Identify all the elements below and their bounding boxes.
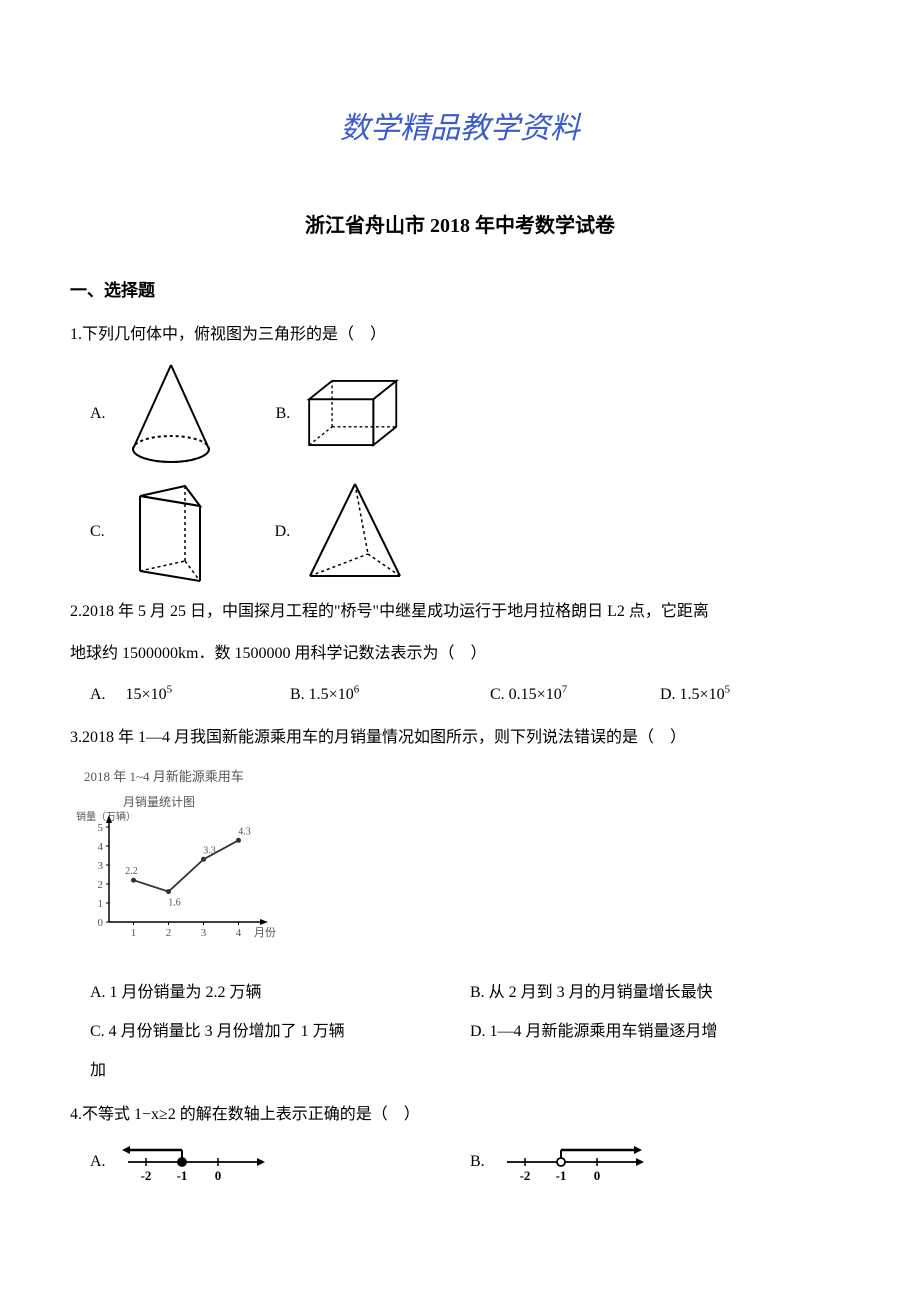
q3-options-row1: A. 1 月份销量为 2.2 万辆 B. 从 2 月到 3 月的月销量增长最快 — [70, 975, 850, 1010]
header-decorative: 数学精品教学资料 — [70, 100, 850, 157]
q1-label-b: B. — [276, 396, 291, 431]
exam-title: 浙江省舟山市 2018 年中考数学试卷 — [70, 207, 850, 245]
q1-option-b: B. — [276, 358, 411, 468]
q2b-sup: 6 — [354, 684, 360, 696]
svg-text:3.3: 3.3 — [203, 845, 216, 856]
q3-option-d-cont: 加 — [70, 1053, 850, 1088]
q3-option-c: C. 4 月份销量比 3 月份增加了 1 万辆 — [90, 1014, 470, 1049]
q2-option-c: C. 0.15×107 — [490, 677, 660, 712]
q3-options-row2: C. 4 月份销量比 3 月份增加了 1 万辆 D. 1—4 月新能源乘用车销量… — [70, 1014, 850, 1049]
q2-option-b: B. 1.5×106 — [290, 677, 490, 712]
q1-option-c: C. — [90, 476, 225, 586]
q1-text: 1.下列几何体中，俯视图为三角形的是（ ） — [70, 317, 850, 352]
q3-option-a: A. 1 月份销量为 2.2 万辆 — [90, 975, 470, 1010]
q1-option-a: A. — [90, 358, 226, 468]
svg-text:销量（万辆）: 销量（万辆） — [76, 810, 136, 823]
svg-text:0: 0 — [214, 1168, 221, 1183]
q4-label-a: A. — [90, 1144, 106, 1179]
q2-options: A. 15×105 B. 1.5×106 C. 0.15×107 D. 1.5×… — [70, 677, 850, 712]
q3-option-b: B. 从 2 月到 3 月的月销量增长最快 — [470, 975, 850, 1010]
svg-text:2: 2 — [166, 927, 172, 939]
cuboid-icon — [300, 358, 410, 468]
numberline-b-icon: -2 -1 0 — [495, 1138, 650, 1186]
svg-text:5: 5 — [98, 822, 104, 834]
q2b-pre: B. 1.5×10 — [290, 686, 354, 703]
q4-text: 4.不等式 1−x≥2 的解在数轴上表示正确的是（ ） — [70, 1097, 850, 1132]
svg-text:-1: -1 — [176, 1168, 187, 1183]
svg-text:4.3: 4.3 — [238, 826, 251, 837]
q1-option-d: D. — [275, 476, 411, 586]
svg-text:0: 0 — [593, 1168, 600, 1183]
cone-icon — [116, 358, 226, 468]
q3-text: 3.2018 年 1—4 月我国新能源乘用车的月销量情况如图所示，则下列说法错误… — [70, 720, 850, 755]
question-3: 3.2018 年 1—4 月我国新能源乘用车的月销量情况如图所示，则下列说法错误… — [70, 720, 850, 1089]
q4-options: A. -2 -1 0 B. -2 -1 0 — [70, 1138, 850, 1186]
q3-chart-title1: 2018 年 1~4 月新能源乘用车 — [84, 763, 850, 792]
svg-text:月份: 月份 — [254, 926, 276, 939]
svg-text:1.6: 1.6 — [168, 897, 181, 908]
q1-options-row2: C. D. — [70, 476, 850, 586]
svg-text:1: 1 — [131, 927, 137, 939]
svg-text:2: 2 — [98, 879, 104, 891]
q1-label-d: D. — [275, 514, 291, 549]
q4-label-b: B. — [470, 1144, 485, 1179]
q2-text-line2: 地球约 1500000km．数 1500000 用科学记数法表示为（ ） — [70, 636, 850, 671]
q2a-pre: A. 15×10 — [90, 686, 167, 703]
q2d-pre: D. 1.5×10 — [660, 686, 725, 703]
numberline-a-icon: -2 -1 0 — [116, 1138, 271, 1186]
svg-text:-1: -1 — [555, 1168, 566, 1183]
svg-text:4: 4 — [236, 927, 242, 939]
question-1: 1.下列几何体中，俯视图为三角形的是（ ） A. B. — [70, 317, 850, 586]
question-4: 4.不等式 1−x≥2 的解在数轴上表示正确的是（ ） A. -2 -1 0 B. … — [70, 1097, 850, 1186]
q2c-sup: 7 — [562, 684, 568, 696]
q2-option-d: D. 1.5×105 — [660, 677, 810, 712]
q2d-sup: 5 — [725, 684, 731, 696]
q2-text-line1: 2.2018 年 5 月 25 日，中国探月工程的"桥号"中继星成功运行于地月拉… — [70, 594, 850, 629]
svg-text:2.2: 2.2 — [125, 866, 138, 877]
q2c-pre: C. 0.15×10 — [490, 686, 562, 703]
svg-text:3: 3 — [98, 860, 104, 872]
q1-options-row1: A. B. — [70, 358, 850, 468]
q1-label-c: C. — [90, 514, 105, 549]
prism-icon — [115, 476, 225, 586]
section-1-title: 一、选择题 — [70, 275, 850, 307]
q2a-sup: 5 — [167, 684, 173, 696]
q3-option-d: D. 1—4 月新能源乘用车销量逐月增 — [470, 1014, 850, 1049]
svg-text:月销量统计图: 月销量统计图 — [123, 795, 195, 809]
q2-option-a: A. 15×105 — [90, 677, 290, 712]
q1-label-a: A. — [90, 396, 106, 431]
line-chart-icon: 月销量统计图销量（万辆） 0 1 2 3 4 5 1 2 3 4 2.2 1.6 3.3 4.3 月份 — [74, 792, 284, 952]
svg-text:4: 4 — [98, 841, 104, 853]
q4-option-a: A. -2 -1 0 — [90, 1138, 470, 1186]
pyramid-icon — [300, 476, 410, 586]
svg-text:-2: -2 — [140, 1168, 151, 1183]
svg-text:-2: -2 — [519, 1168, 530, 1183]
q3-chart: 2018 年 1~4 月新能源乘用车 月销量统计图销量（万辆） 0 1 2 3 4 5 1 2 3… — [74, 763, 850, 965]
q4-option-b: B. -2 -1 0 — [470, 1138, 650, 1186]
svg-text:0: 0 — [98, 917, 104, 929]
svg-text:3: 3 — [201, 927, 207, 939]
svg-text:1: 1 — [98, 898, 104, 910]
question-2: 2.2018 年 5 月 25 日，中国探月工程的"桥号"中继星成功运行于地月拉… — [70, 594, 850, 712]
